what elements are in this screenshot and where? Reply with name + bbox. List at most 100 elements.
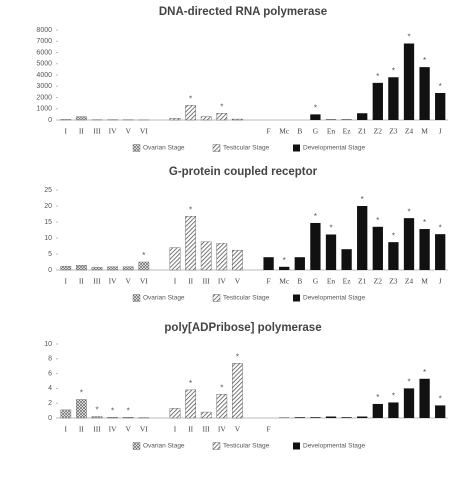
significance-marker: * xyxy=(329,224,332,233)
x-tick-label: IV xyxy=(218,277,226,286)
bar xyxy=(232,363,242,418)
bar xyxy=(201,412,211,418)
legend-label: Testicular Stage xyxy=(223,145,270,152)
legend-label: Testicular Stage xyxy=(223,443,270,450)
y-tick-label: 10 xyxy=(44,235,52,242)
x-tick-label: Z1 xyxy=(358,127,367,136)
x-tick-label: Z1 xyxy=(358,277,367,286)
bar xyxy=(310,114,320,120)
bar xyxy=(123,267,133,270)
significance-marker: * xyxy=(236,352,239,361)
significance-marker: * xyxy=(361,195,364,204)
y-tick-label: 15 xyxy=(44,219,52,226)
x-tick-label: II xyxy=(79,425,84,434)
bar xyxy=(310,417,320,418)
y-tick-label: 25 xyxy=(44,187,52,194)
legend-label: Testicular Stage xyxy=(223,295,270,302)
bar xyxy=(357,206,367,270)
x-tick-label: G xyxy=(313,277,319,286)
significance-marker: * xyxy=(314,103,317,112)
x-tick-label: II xyxy=(79,127,84,136)
x-tick-label: B xyxy=(297,277,302,286)
y-tick-label: 10 xyxy=(44,341,52,348)
y-tick-label: 4000 xyxy=(36,72,52,79)
x-tick-label: J xyxy=(439,127,442,136)
bar xyxy=(279,267,289,270)
y-tick-label: 0 xyxy=(48,117,52,124)
bar xyxy=(419,67,429,120)
bar xyxy=(326,119,336,120)
bar xyxy=(170,408,180,418)
x-tick-label: Z4 xyxy=(405,277,414,286)
x-tick-label: Ez xyxy=(343,277,352,286)
significance-marker: * xyxy=(127,406,130,415)
bar xyxy=(388,77,398,120)
legend-swatch xyxy=(293,295,300,302)
bar xyxy=(185,105,195,120)
x-tick-label: VI xyxy=(140,425,148,434)
bar xyxy=(435,234,445,270)
bar xyxy=(341,417,351,418)
legend-swatch xyxy=(213,295,220,302)
x-tick-label: V xyxy=(125,127,131,136)
bar xyxy=(123,417,133,418)
x-tick-label: I xyxy=(65,277,68,286)
significance-marker: * xyxy=(407,33,410,42)
legend-swatch xyxy=(133,443,140,450)
legend-label: Ovarian Stage xyxy=(143,145,185,152)
bar xyxy=(326,234,336,270)
legend-label: Developmental Stage xyxy=(303,443,366,450)
bar xyxy=(232,250,242,270)
x-tick-label: I xyxy=(174,277,177,286)
significance-marker: * xyxy=(423,218,426,227)
x-tick-label: Z3 xyxy=(389,127,398,136)
bar xyxy=(107,267,117,270)
x-tick-label: M xyxy=(421,127,428,136)
bar xyxy=(92,417,102,418)
bar xyxy=(139,262,149,270)
x-tick-label: Z2 xyxy=(374,127,383,136)
x-tick-label: V xyxy=(235,425,241,434)
x-tick-label: VI xyxy=(140,127,148,136)
bar xyxy=(170,118,180,120)
significance-marker: * xyxy=(439,223,442,232)
x-tick-label: VI xyxy=(140,277,148,286)
bar xyxy=(373,404,383,418)
bar xyxy=(61,266,71,270)
legend-label: Ovarian Stage xyxy=(143,295,185,302)
bar xyxy=(419,379,429,418)
bar xyxy=(295,417,305,418)
significance-marker: * xyxy=(111,406,114,415)
legend-swatch xyxy=(293,443,300,450)
x-tick-label: I xyxy=(65,425,68,434)
y-tick-label: 5 xyxy=(48,251,52,258)
legend-swatch xyxy=(133,295,140,302)
significance-marker: * xyxy=(95,406,98,415)
y-tick-label: 20 xyxy=(44,203,52,210)
legend-swatch xyxy=(293,145,300,152)
x-tick-label: Ez xyxy=(343,127,352,136)
x-tick-label: III xyxy=(93,277,101,286)
bar xyxy=(419,229,429,270)
bar xyxy=(326,417,336,418)
bar xyxy=(201,117,211,120)
legend-swatch xyxy=(213,145,220,152)
x-tick-label: Mc xyxy=(279,127,290,136)
significance-marker: * xyxy=(423,368,426,377)
bar xyxy=(263,257,273,270)
bar xyxy=(185,216,195,270)
x-tick-label: G xyxy=(313,127,319,136)
significance-marker: * xyxy=(439,82,442,91)
x-tick-label: B xyxy=(297,127,302,136)
legend-swatch xyxy=(213,443,220,450)
bar xyxy=(76,265,86,270)
significance-marker: * xyxy=(423,56,426,65)
significance-marker: * xyxy=(376,216,379,225)
y-tick-label: 8 xyxy=(48,356,52,363)
significance-marker: * xyxy=(189,94,192,103)
x-tick-label: F xyxy=(267,425,271,434)
x-tick-label: Z4 xyxy=(405,127,414,136)
significance-marker: * xyxy=(220,102,223,111)
y-tick-label: 7000 xyxy=(36,38,52,45)
significance-marker: * xyxy=(376,72,379,81)
